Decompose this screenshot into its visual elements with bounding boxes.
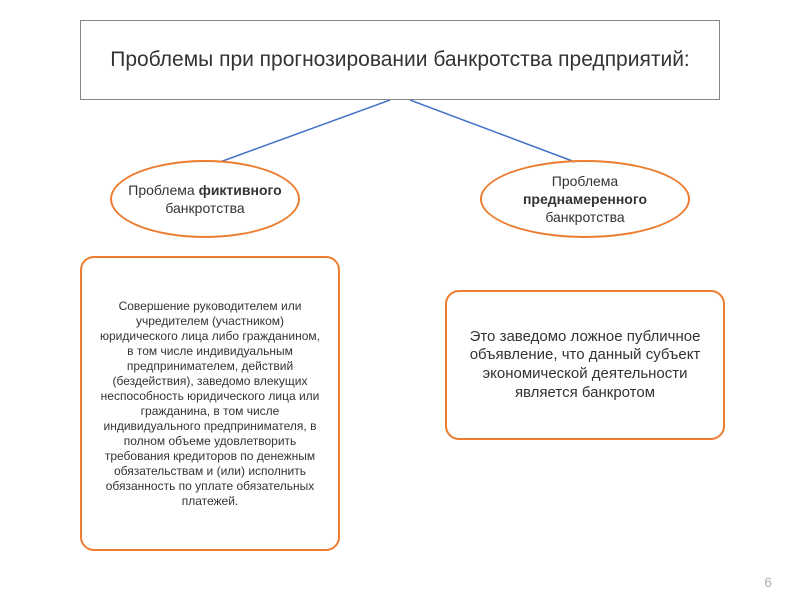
ellipse-right-post: банкротства [545,209,624,225]
connectors [0,100,800,170]
ellipse-left-label: Проблема фиктивного банкротства [127,181,283,217]
ellipse-left-bold: фиктивного [199,182,282,198]
ellipse-right-pre: Проблема [552,173,618,189]
desc-box-right: Это заведомо ложное публичное объявление… [445,290,725,440]
ellipse-deliberate: Проблема преднамеренного банкротства [480,160,690,238]
ellipse-fictitious: Проблема фиктивного банкротства [110,160,300,238]
title-box: Проблемы при прогнозировании банкротства… [80,20,720,100]
ellipse-left-pre: Проблема [128,182,198,198]
title-text: Проблемы при прогнозировании банкротства… [110,46,690,73]
desc-right-text: Это заведомо ложное публичное объявление… [465,328,705,403]
desc-box-left: Совершение руководителем или учредителем… [80,256,340,551]
desc-left-text: Совершение руководителем или учредителем… [100,299,320,509]
ellipse-left-post: банкротства [165,200,244,216]
ellipse-right-bold: преднамеренного [523,191,647,207]
page-number: 6 [764,574,772,590]
ellipse-right-label: Проблема преднамеренного банкротства [497,172,673,227]
